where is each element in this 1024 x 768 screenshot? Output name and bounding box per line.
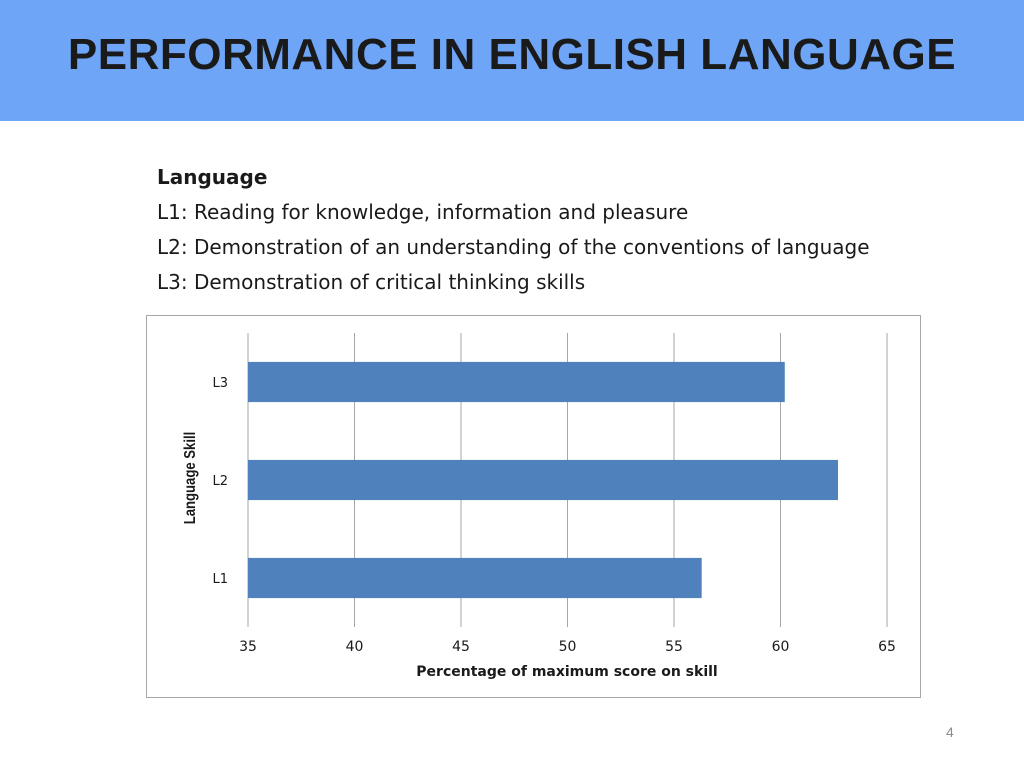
x-axis-title: Percentage of maximum score on skill [416, 664, 717, 680]
category-label-l3: L3 [212, 376, 228, 391]
legend-line-l3: L3: Demonstration of critical thinking s… [157, 270, 586, 294]
x-tick-label: 60 [772, 639, 790, 655]
category-label-l2: L2 [212, 474, 228, 489]
category-labels: L1 L2 L3 [212, 376, 228, 587]
bar-chart-svg: L1 L2 L3 35 40 45 50 55 60 65 Percentage of maxi… [182, 333, 896, 680]
category-label-l1: L1 [212, 572, 228, 587]
y-axis-title: Language Skill [182, 432, 199, 525]
x-tick-label: 50 [559, 639, 577, 655]
x-tick-label: 35 [239, 639, 257, 655]
bar-l3 [248, 361, 785, 403]
legend-heading: Language [157, 165, 268, 189]
legend-line-l1: L1: Reading for knowledge, information a… [157, 200, 689, 224]
x-tick-label: 45 [452, 639, 470, 655]
bars [248, 361, 839, 599]
x-tick-label: 55 [665, 639, 683, 655]
bar-l2 [248, 459, 839, 501]
legend-block: Language L1: Reading for knowledge, info… [157, 160, 870, 300]
bar-chart: L1 L2 L3 35 40 45 50 55 60 65 Percentage of maxi… [146, 315, 921, 698]
slide-title: PERFORMANCE IN ENGLISH LANGUAGE [67, 30, 957, 79]
legend-line-l2: L2: Demonstration of an understanding of… [157, 235, 870, 259]
x-tick-label: 65 [878, 639, 896, 655]
title-bar: PERFORMANCE IN ENGLISH LANGUAGE [0, 0, 1024, 121]
bar-l1 [248, 557, 702, 599]
x-tick-labels: 35 40 45 50 55 60 65 [239, 639, 896, 655]
x-tick-label: 40 [346, 639, 364, 655]
page-number: 4 [946, 724, 954, 740]
